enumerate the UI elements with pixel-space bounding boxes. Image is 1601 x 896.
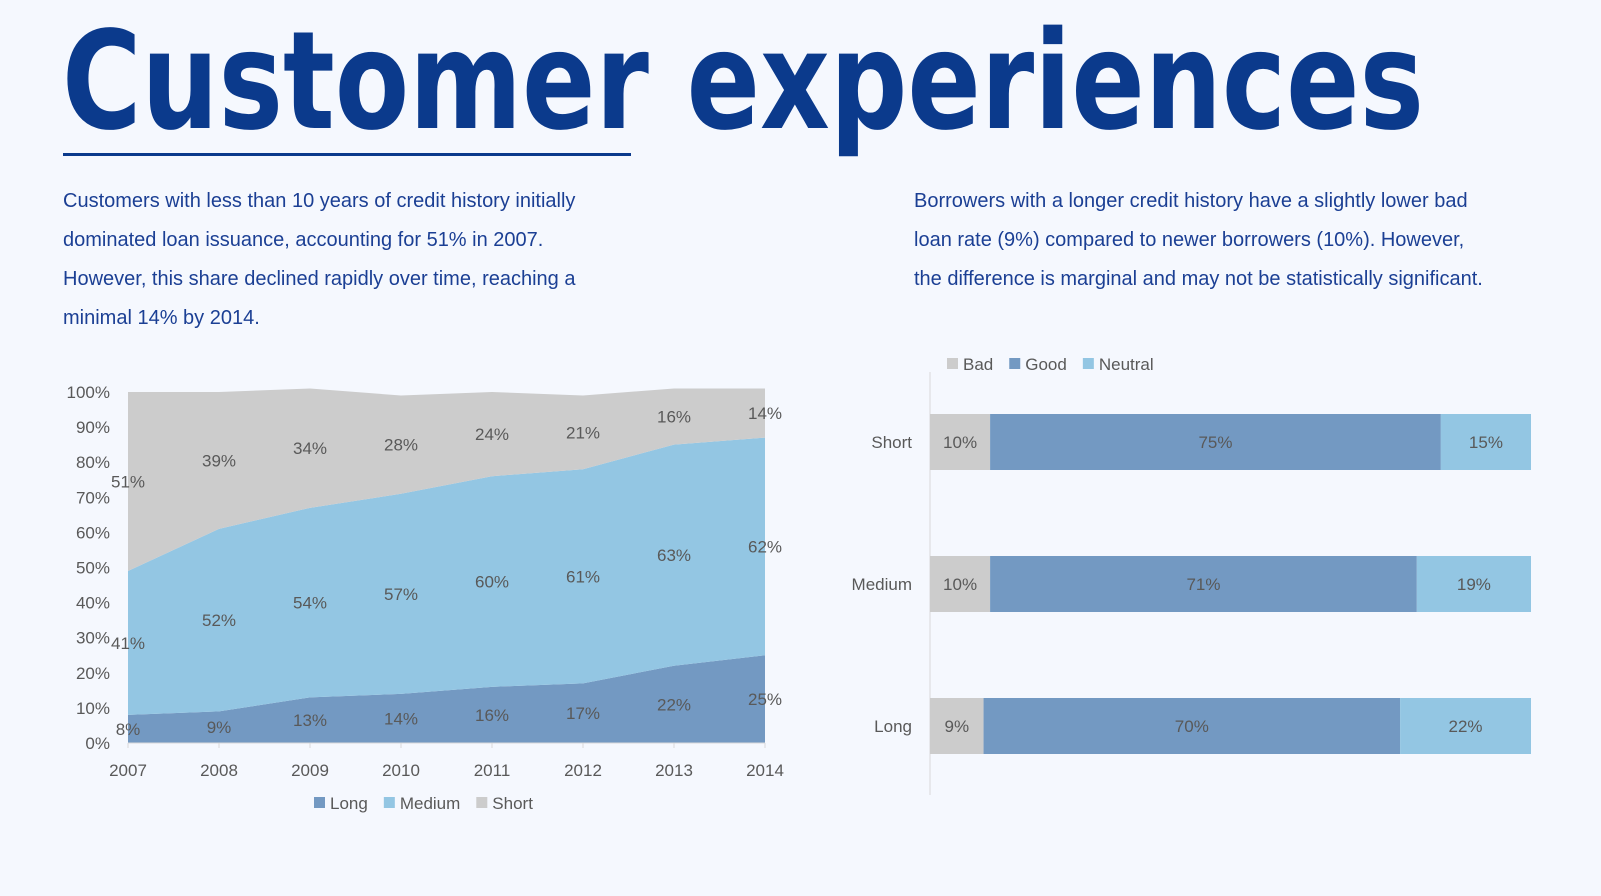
data-label: 62% (748, 537, 782, 556)
legend-label-medium: Medium (400, 794, 460, 813)
bar-segment-bad (930, 414, 991, 470)
legend-swatch-neutral (1082, 358, 1094, 369)
bar-segment-good (990, 414, 1441, 470)
page-title-graphic: Customer experiences (62, 3, 1424, 160)
legend-swatch-bad (947, 358, 958, 369)
data-label: 10% (943, 433, 977, 452)
data-label: 22% (1449, 717, 1483, 736)
bar-segment-good (983, 698, 1401, 754)
y-tick-label: 100% (67, 383, 110, 402)
legend-label-good: Good (1025, 355, 1067, 374)
x-tick-label: 2012 (564, 761, 602, 780)
legend-swatch-medium (383, 797, 395, 808)
data-label: 51% (111, 473, 145, 492)
title-underline (63, 153, 631, 156)
data-label: 39% (202, 451, 236, 470)
data-label: 13% (293, 711, 327, 730)
data-label: 19% (1457, 575, 1491, 594)
data-label: 15% (1469, 433, 1503, 452)
category-label: Short (871, 433, 912, 452)
x-tick-label: 2008 (200, 761, 238, 780)
data-label: 17% (566, 704, 600, 723)
x-tick-label: 2013 (655, 761, 693, 780)
category-label: Long (874, 717, 912, 736)
legend-swatch-short (476, 797, 488, 808)
data-label: 16% (657, 408, 691, 427)
data-label: 14% (384, 709, 418, 728)
area-series-long (128, 655, 765, 743)
area-chart-description: Customers with less than 10 years of cre… (63, 190, 576, 329)
y-tick-label: 90% (76, 418, 110, 437)
data-label: 63% (657, 546, 691, 565)
data-label: 21% (566, 423, 600, 442)
data-label: 24% (475, 425, 509, 444)
y-tick-label: 10% (76, 699, 110, 718)
y-tick-label: 0% (85, 734, 110, 753)
page-title: Customer experiences (62, 3, 1424, 160)
y-tick-label: 80% (76, 453, 110, 472)
data-label: 9% (944, 717, 969, 736)
legend-label-long: Long (330, 794, 368, 813)
y-tick-label: 50% (76, 559, 110, 578)
y-tick-label: 40% (76, 594, 110, 613)
legend-label-short: Short (492, 794, 533, 813)
y-tick-label: 60% (76, 523, 110, 542)
data-label: 71% (1186, 575, 1220, 594)
y-tick-label: 30% (76, 629, 110, 648)
x-tick-label: 2010 (382, 761, 420, 780)
area-series-short (128, 388, 765, 572)
bar-segment-good (990, 556, 1417, 612)
bar-segment-neutral (1416, 556, 1531, 612)
data-label: 10% (943, 575, 977, 594)
bar-segment-neutral (1440, 414, 1531, 470)
category-label: Medium (852, 575, 912, 594)
bar-chart-description: Borrowers with a longer credit history h… (914, 190, 1483, 290)
data-label: 16% (475, 706, 509, 725)
credit-history-area-chart: 8% 9% 13% 14% 16% 17% 22% 25% 41% 52% 54% 57% 60% 61%… (67, 383, 784, 813)
x-tick-label: 2011 (474, 761, 511, 780)
bar-segment-bad (930, 556, 991, 612)
data-label: 75% (1198, 433, 1232, 452)
data-label: 60% (475, 573, 509, 592)
data-label: 41% (111, 634, 145, 653)
legend-swatch-good (1009, 358, 1021, 369)
data-label: 8% (116, 720, 141, 739)
data-label: 34% (293, 439, 327, 458)
data-label: 54% (293, 594, 327, 613)
x-tick-label: 2009 (291, 761, 329, 780)
x-tick-label: 2014 (746, 761, 784, 780)
data-label: 9% (207, 718, 232, 737)
legend-swatch-long (314, 797, 325, 808)
data-label: 22% (657, 695, 691, 714)
bar-segment-bad (930, 698, 984, 754)
data-label: 57% (384, 585, 418, 604)
x-tick-label: 2007 (109, 761, 147, 780)
legend-label-bad: Bad (963, 355, 993, 374)
area-series-medium (128, 437, 765, 715)
y-tick-label: 70% (76, 488, 110, 507)
data-label: 28% (384, 436, 418, 455)
data-label: 14% (748, 404, 782, 423)
y-tick-label: 20% (76, 664, 110, 683)
data-label: 61% (566, 567, 600, 586)
data-label: 70% (1175, 717, 1209, 736)
legend-label-neutral: Neutral (1099, 355, 1154, 374)
data-label: 25% (748, 690, 782, 709)
data-label: 52% (202, 611, 236, 630)
bar-segment-neutral (1400, 698, 1531, 754)
loan-status-bar-chart: Short 10% 75% 15% Medium 10% 71% 19% Long 9% 70% 22… (852, 355, 1531, 795)
